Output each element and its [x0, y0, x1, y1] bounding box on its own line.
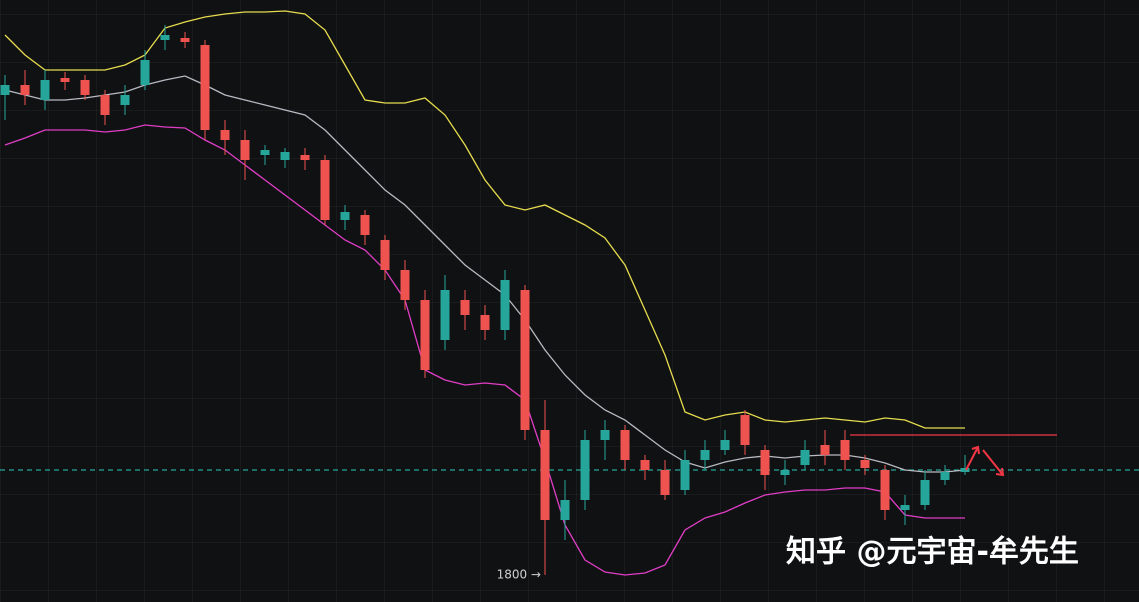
- candle-body: [760, 450, 770, 475]
- candle-body: [780, 470, 790, 475]
- candle-body: [20, 85, 30, 95]
- candle-body: [360, 215, 370, 235]
- candle-body: [680, 460, 690, 490]
- candle-body: [520, 290, 530, 430]
- candle-body: [400, 270, 410, 300]
- candle-body: [840, 440, 850, 460]
- watermark: 知乎 @元宇宙-牟先生: [786, 535, 1079, 570]
- candle-body: [560, 500, 570, 520]
- candle-body: [920, 480, 930, 505]
- drawn-arrow: [965, 445, 1005, 477]
- candle-body: [860, 460, 870, 468]
- candle-body: [80, 80, 90, 95]
- candle-body: [940, 472, 950, 480]
- candle-body: [320, 160, 330, 220]
- candle-body: [100, 95, 110, 115]
- candle-body: [880, 470, 890, 510]
- candle-body: [800, 450, 810, 465]
- candle-body: [120, 95, 130, 105]
- bollinger-line: [4, 124, 965, 576]
- candle-body: [340, 212, 350, 220]
- bollinger-line: [4, 75, 966, 473]
- candle-body: [480, 315, 490, 330]
- low-annotation: 1800 →: [497, 568, 541, 582]
- candle-body: [140, 60, 150, 85]
- candle-body: [720, 440, 730, 450]
- candle-body: [200, 45, 210, 130]
- candle-body: [600, 430, 610, 440]
- candle-body: [500, 280, 510, 330]
- candle-body: [620, 430, 630, 460]
- candle-body: [440, 290, 450, 340]
- candle-body: [0, 85, 10, 95]
- candle-body: [540, 430, 550, 520]
- candle-body: [180, 38, 190, 42]
- candle-body: [580, 440, 590, 500]
- candle-body: [40, 80, 50, 100]
- candle-body: [280, 152, 290, 160]
- candle-body: [420, 300, 430, 370]
- candle-body: [820, 445, 830, 455]
- candle-body: [220, 130, 230, 140]
- candle-body: [300, 155, 310, 160]
- candle-body: [60, 78, 70, 82]
- candle-body: [240, 140, 250, 160]
- candle-body: [740, 415, 750, 445]
- candle-body: [660, 470, 670, 495]
- candle-body: [900, 505, 910, 510]
- candle-body: [260, 150, 270, 155]
- candle-body: [960, 468, 970, 472]
- candle-body: [380, 240, 390, 270]
- candle-body: [460, 300, 470, 315]
- candle-body: [640, 460, 650, 470]
- candle-body: [700, 450, 710, 460]
- candle-body: [160, 35, 170, 40]
